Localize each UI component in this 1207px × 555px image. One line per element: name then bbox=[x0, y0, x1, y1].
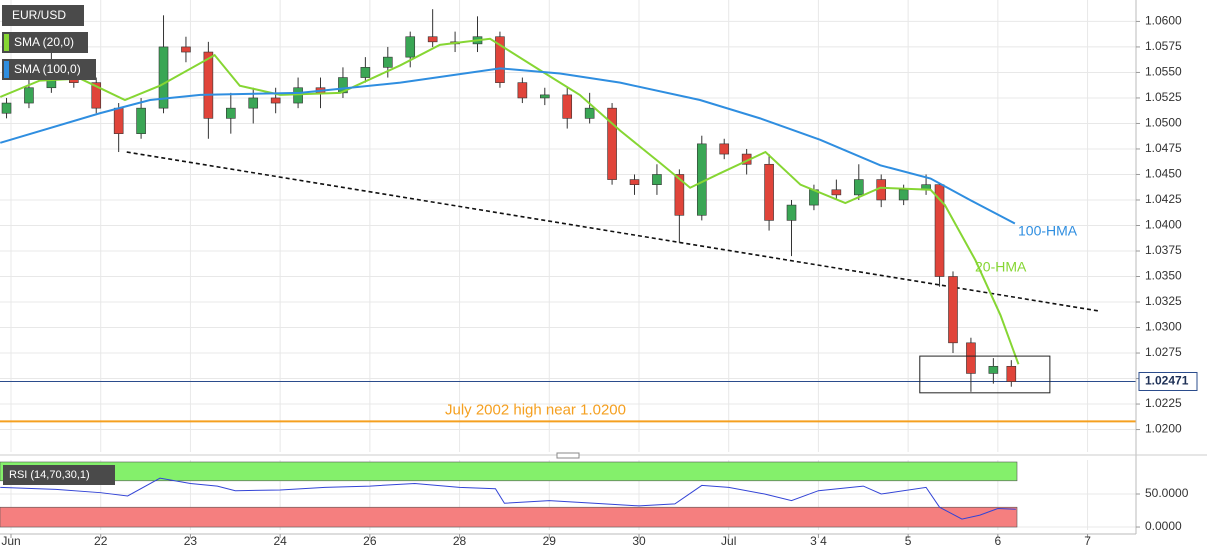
candle-body bbox=[853, 179, 864, 196]
x-tick-label: Jun bbox=[1, 534, 20, 548]
legend: EUR/USD SMA (20,0) SMA (100,0) bbox=[2, 5, 96, 80]
axes: Jun 22 23 24 26 28 29 30 Jul 3 4 5 6 7 1.0200 1.0225 1.… bbox=[1, 14, 1198, 548]
rsi-title: RSI (14,70,30,1) bbox=[9, 469, 90, 481]
candle-body bbox=[113, 107, 124, 134]
y-tick-label: 50.0000 bbox=[1145, 486, 1189, 500]
legend-swatch bbox=[4, 34, 9, 51]
y-tick-label: 0.0000 bbox=[1145, 519, 1182, 533]
candle-body bbox=[607, 107, 617, 180]
panel-handle[interactable] bbox=[556, 452, 580, 459]
candle-body bbox=[338, 77, 348, 94]
candle-body bbox=[24, 87, 34, 104]
candle-body bbox=[988, 365, 999, 374]
y-tick-label: 1.0600 bbox=[1145, 14, 1182, 28]
candle-body bbox=[517, 82, 528, 99]
legend-box bbox=[2, 32, 88, 53]
x-tick-label: 28 bbox=[453, 534, 467, 548]
trendline bbox=[126, 151, 1101, 312]
x-tick-label: 30 bbox=[632, 534, 646, 548]
legend-label: SMA (100,0) bbox=[14, 62, 81, 76]
y-tick-label: 1.0525 bbox=[1145, 90, 1182, 104]
rsi-band bbox=[0, 506, 1018, 528]
support-label: July 2002 high near 1.0200 bbox=[445, 401, 626, 418]
candle-body bbox=[629, 179, 640, 185]
hma-label: 20-HMA bbox=[975, 259, 1027, 275]
candle-body bbox=[898, 189, 909, 201]
candle-body bbox=[270, 97, 281, 104]
x-tick-label: 22 bbox=[94, 534, 108, 548]
y-tick-label: 1.0475 bbox=[1145, 141, 1182, 155]
candle-body bbox=[91, 82, 102, 109]
x-tick-label: Jul bbox=[721, 534, 736, 548]
candle-body bbox=[293, 87, 303, 104]
candle-body bbox=[405, 36, 416, 58]
candle-body bbox=[226, 107, 236, 119]
x-tick-label: 29 bbox=[543, 534, 557, 548]
y-tick-label: 1.0325 bbox=[1145, 294, 1182, 308]
y-tick-label: 1.0400 bbox=[1145, 218, 1182, 232]
candle-body bbox=[136, 107, 146, 134]
legend-box bbox=[2, 5, 84, 26]
candle-body bbox=[652, 174, 662, 185]
candle-body bbox=[248, 97, 259, 109]
last-price-label: 1.02471 bbox=[1145, 374, 1189, 388]
price-panel: July 2002 high near 1.0200 20-HMA 100-HMA bbox=[0, 9, 1136, 423]
candle-body bbox=[158, 46, 169, 109]
symbol-label: EUR/USD bbox=[12, 8, 66, 22]
hma-line bbox=[0, 37, 1020, 365]
candle-body bbox=[181, 46, 191, 53]
y-tick-label: 1.0425 bbox=[1145, 192, 1182, 206]
last-price-box bbox=[1138, 371, 1198, 391]
rsi-title-box bbox=[3, 465, 115, 485]
candle-body bbox=[966, 342, 976, 374]
legend-box bbox=[2, 59, 96, 80]
rsi-band bbox=[0, 461, 1018, 482]
y-tick-label: 1.0350 bbox=[1145, 269, 1182, 283]
y-tick-label: 1.0375 bbox=[1145, 243, 1182, 257]
rsi-line bbox=[0, 477, 1016, 520]
y-tick-label: 1.0500 bbox=[1145, 116, 1182, 130]
x-tick-label: 6 bbox=[994, 534, 1001, 548]
y-tick-label: 1.0550 bbox=[1145, 65, 1182, 79]
candle-body bbox=[1, 102, 12, 114]
x-tick-label: 3 4 bbox=[810, 534, 827, 548]
y-tick-label: 1.0225 bbox=[1145, 396, 1182, 410]
rsi-panel: RSI (14,70,30,1) bbox=[0, 461, 1018, 528]
x-tick-label: 24 bbox=[273, 534, 287, 548]
y-tick-label: 1.0575 bbox=[1145, 39, 1182, 53]
legend-swatch bbox=[4, 61, 9, 78]
candle-body bbox=[539, 94, 550, 99]
y-tick-label: 1.0275 bbox=[1145, 345, 1182, 359]
candle-body bbox=[495, 36, 505, 83]
y-tick-label: 1.0450 bbox=[1145, 167, 1182, 181]
candle-body bbox=[427, 36, 438, 43]
candle-body bbox=[764, 163, 774, 221]
candle-body bbox=[562, 94, 573, 119]
hma-line bbox=[0, 67, 1016, 225]
hma-label: 100-HMA bbox=[1018, 223, 1078, 239]
x-tick-label: 7 bbox=[1084, 534, 1091, 548]
range-box bbox=[919, 355, 1051, 394]
candle-body bbox=[1006, 365, 1017, 382]
x-tick-label: 26 bbox=[363, 534, 377, 548]
candle-body bbox=[674, 174, 685, 216]
candle-body bbox=[360, 67, 371, 78]
candle-body bbox=[831, 189, 842, 196]
candle-body bbox=[203, 51, 214, 119]
legend-label: SMA (20,0) bbox=[14, 35, 74, 49]
candle-body bbox=[948, 276, 958, 344]
candle-body bbox=[934, 184, 945, 277]
candle-body bbox=[382, 56, 393, 68]
y-tick-label: 1.0300 bbox=[1145, 320, 1182, 334]
candle-body bbox=[786, 204, 797, 221]
y-tick-label: 1.0200 bbox=[1145, 422, 1182, 436]
x-tick-label: 5 bbox=[905, 534, 912, 548]
candle-body bbox=[584, 107, 595, 119]
x-tick-label: 23 bbox=[184, 534, 198, 548]
candle-body bbox=[719, 143, 730, 155]
